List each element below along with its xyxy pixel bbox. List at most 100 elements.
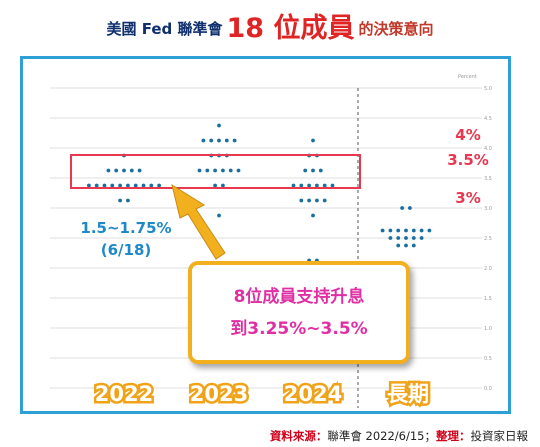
page-title: 美國 Fed 聯準會 18 位成員 的決策意向 [0, 6, 540, 45]
title-highlight: 18 位成員 [226, 13, 355, 44]
dot [217, 138, 221, 143]
callout-box: 8位成員支持升息 到3.25%~3.5% [188, 261, 410, 364]
dot [217, 123, 221, 128]
dot [396, 228, 401, 233]
dot [232, 138, 237, 143]
dot [411, 228, 416, 233]
highlight-box [70, 154, 361, 189]
dot [118, 198, 122, 203]
y-axis-label: Percent [458, 74, 477, 80]
y-tick-label: 2.5 [484, 236, 492, 242]
dot [205, 168, 210, 173]
dot [404, 236, 408, 240]
dot [114, 168, 119, 173]
dot [157, 183, 162, 188]
dot [228, 168, 233, 173]
level-label-4: 4% [455, 126, 480, 144]
callout-line-2: 到3.25%~3.5% [230, 318, 368, 339]
dot [94, 183, 99, 188]
dot [141, 183, 146, 188]
y-tick-label: 4.5 [484, 116, 492, 122]
y-tick-label: 5.0 [484, 86, 492, 92]
dot [311, 168, 315, 173]
dot [322, 198, 327, 203]
dot [380, 228, 385, 233]
dot [396, 236, 401, 240]
dot [315, 198, 319, 203]
dot [106, 168, 111, 173]
dot [224, 138, 229, 143]
callout-line-1: 8位成員支持升息 [233, 286, 365, 307]
dot [213, 168, 218, 173]
dot [396, 243, 401, 248]
dot [201, 138, 206, 143]
dot [311, 138, 315, 143]
y-tick-label: 2.0 [484, 266, 492, 272]
dot [388, 236, 393, 240]
dot [209, 138, 214, 143]
title-prefix: 美國 Fed 聯準會 [106, 20, 223, 38]
x-axis-labels: 2022 2023 2024 長期 [92, 380, 431, 409]
dot [404, 228, 408, 233]
level-label-3: 3% [455, 189, 480, 207]
y-tick-label: 1.0 [484, 326, 492, 332]
dot [315, 183, 319, 188]
dot [311, 213, 315, 218]
y-tick-label: 1.5 [484, 296, 492, 302]
dot [118, 183, 122, 188]
dot [408, 206, 412, 210]
dot [404, 243, 408, 248]
dot [133, 183, 138, 188]
x-label-4: 長期 [387, 382, 429, 406]
current-rate-label: 1.5~1.75% [80, 219, 171, 237]
dot [411, 236, 416, 240]
dot [236, 168, 241, 173]
compiler-text: 投資家日報 [470, 429, 529, 443]
dot [197, 168, 202, 173]
dot [129, 168, 134, 173]
y-tick-label: 3.5 [484, 176, 492, 182]
dot [299, 183, 304, 188]
dot [427, 228, 432, 233]
dot [322, 183, 327, 188]
dot [102, 183, 107, 188]
dot [221, 183, 225, 188]
dot [318, 168, 323, 173]
dot [291, 183, 296, 188]
dot [149, 183, 154, 188]
dot [126, 198, 130, 203]
current-rate-date: (6/18) [101, 241, 152, 259]
y-tick-label: 3.0 [484, 206, 492, 212]
source-text: 聯準會 2022/6/15； [327, 429, 436, 443]
dot [122, 168, 126, 173]
title-suffix: 的決策意向 [358, 20, 434, 38]
dot [217, 213, 221, 218]
y-tick-label: 0.5 [484, 356, 492, 362]
callout-arrow [171, 183, 226, 260]
dot [110, 183, 115, 188]
dot [221, 168, 225, 173]
level-label-3-5: 3.5% [447, 151, 489, 169]
source-label: 資料來源： [269, 429, 328, 443]
y-tick-label: 0.0 [484, 386, 492, 392]
dot [307, 183, 311, 188]
dot [330, 183, 335, 188]
dot [87, 183, 91, 188]
dot [303, 168, 308, 173]
dot [419, 228, 424, 233]
y-axis-ticks: 5.0 4.5 4.0 3.5 3.0 2.5 2.0 1.5 1.0 0.5 0.0 [484, 86, 492, 392]
x-label-2: 2023 [190, 382, 248, 406]
dot [400, 206, 404, 210]
y-tick-label: 4.0 [484, 146, 492, 152]
source-footer: 資料來源：聯準會 2022/6/15；整理：投資家日報 [270, 428, 528, 444]
dot [419, 236, 424, 240]
compiler-label: 整理： [436, 429, 471, 443]
dot [411, 243, 416, 248]
dot [299, 198, 304, 203]
dot [307, 198, 311, 203]
dot [213, 183, 218, 188]
dot [137, 168, 142, 173]
x-label-3: 2024 [284, 382, 342, 406]
x-label-1: 2022 [95, 382, 153, 406]
